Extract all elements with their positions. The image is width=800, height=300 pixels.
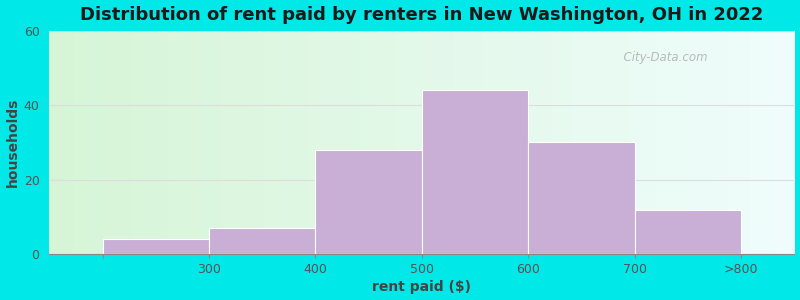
Bar <box>528 142 634 254</box>
Bar <box>315 150 422 254</box>
Bar <box>102 239 209 254</box>
Y-axis label: households: households <box>6 98 19 187</box>
Bar <box>422 90 528 254</box>
Bar <box>209 228 315 254</box>
Text: City-Data.com: City-Data.com <box>616 51 707 64</box>
Bar <box>634 209 742 254</box>
X-axis label: rent paid ($): rent paid ($) <box>372 280 471 294</box>
Title: Distribution of rent paid by renters in New Washington, OH in 2022: Distribution of rent paid by renters in … <box>80 6 763 24</box>
